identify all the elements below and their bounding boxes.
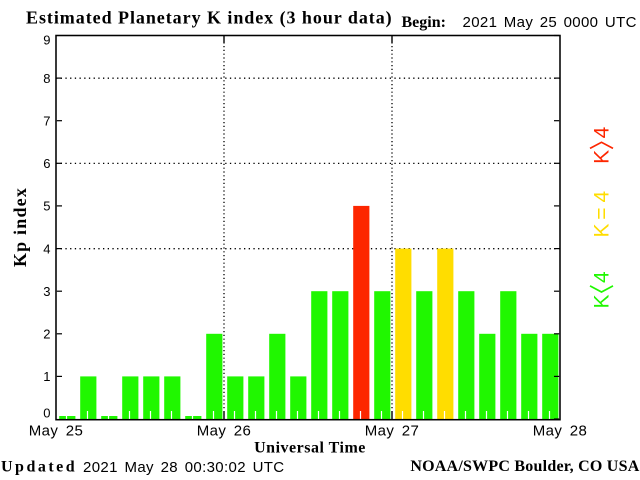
svg-text:4: 4 — [590, 190, 613, 202]
svg-text:Estimated Planetary K index (3: Estimated Planetary K index (3 hour data… — [26, 8, 393, 29]
svg-text:K: K — [590, 150, 613, 164]
svg-text:2021 May 25 0000 UTC: 2021 May 25 0000 UTC — [463, 14, 637, 31]
svg-text:=: = — [590, 207, 613, 219]
svg-text:May 27: May 27 — [365, 423, 420, 440]
svg-text:0: 0 — [43, 406, 50, 421]
svg-text:May 25: May 25 — [29, 423, 84, 440]
svg-text:Updated: Updated — [1, 458, 77, 475]
svg-text:6: 6 — [43, 156, 50, 171]
svg-text:4: 4 — [590, 126, 613, 138]
svg-text:3: 3 — [43, 284, 50, 299]
svg-text:May 28: May 28 — [533, 423, 588, 440]
svg-text:Universal Time: Universal Time — [254, 440, 366, 457]
svg-text:2021 May 28 00:30:02 UTC: 2021 May 28 00:30:02 UTC — [83, 459, 284, 476]
svg-text:8: 8 — [43, 71, 50, 86]
svg-text:NOAA/SWPC Boulder, CO USA: NOAA/SWPC Boulder, CO USA — [410, 458, 639, 475]
svg-text:1: 1 — [43, 369, 50, 384]
svg-text:K: K — [590, 223, 613, 237]
svg-text:Kp index: Kp index — [10, 187, 30, 267]
svg-text:5: 5 — [43, 199, 50, 214]
svg-text:K: K — [590, 294, 613, 308]
svg-text:7: 7 — [43, 113, 50, 128]
svg-text:2: 2 — [43, 327, 50, 342]
svg-text:9: 9 — [43, 33, 50, 48]
svg-text:Begin:: Begin: — [402, 14, 446, 31]
svg-text:May 26: May 26 — [197, 423, 252, 440]
svg-text:4: 4 — [43, 241, 50, 256]
svg-text:4: 4 — [590, 271, 613, 283]
